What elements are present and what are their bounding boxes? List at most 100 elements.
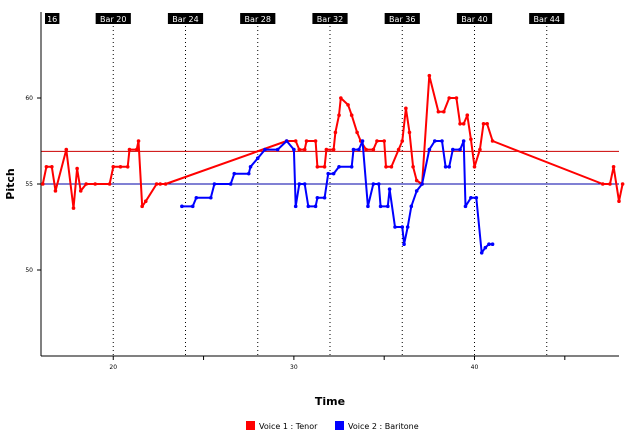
- data-point: [443, 165, 448, 169]
- data-point: [118, 165, 123, 169]
- x-tick-label: 20: [109, 364, 117, 371]
- data-point: [154, 182, 159, 186]
- bar-marker-label: Bar 44: [534, 15, 560, 24]
- data-point: [432, 139, 437, 143]
- data-point: [375, 139, 379, 143]
- data-point: [158, 182, 163, 186]
- bar-markers: 16 Bar 20 Bar 24 Bar 28 Bar 32 Bar 36 Bar 40 Ba…: [45, 13, 565, 356]
- bar-marker-label-bg: [240, 13, 276, 24]
- bar-marker-label: Bar 20: [100, 15, 126, 24]
- bar-marker-label: 16: [47, 15, 57, 24]
- data-point: [465, 113, 470, 117]
- data-point: [414, 189, 419, 193]
- data-point: [461, 139, 466, 143]
- data-point: [208, 195, 213, 200]
- series-layer: [41, 73, 625, 255]
- bar-marker-label: Bar 24: [172, 15, 198, 24]
- bar-marker-label-bg: [167, 13, 204, 24]
- data-point: [404, 106, 408, 111]
- data-point: [246, 171, 251, 176]
- data-point: [228, 182, 233, 186]
- series-line: [41, 74, 624, 210]
- y-tick-label: 55: [25, 181, 33, 188]
- data-point: [447, 96, 452, 100]
- series-2: [180, 139, 495, 255]
- data-point: [376, 182, 381, 186]
- data-point: [371, 147, 376, 152]
- data-point: [405, 225, 410, 229]
- data-point: [458, 147, 462, 152]
- data-point: [93, 182, 97, 186]
- data-point: [349, 165, 354, 169]
- data-point: [451, 147, 455, 152]
- data-point: [304, 139, 309, 143]
- data-point: [297, 147, 302, 152]
- bar-marker-label: Bar 28: [245, 15, 271, 24]
- data-point: [360, 139, 365, 143]
- data-point: [371, 182, 376, 186]
- data-point: [297, 182, 302, 186]
- data-point: [420, 182, 424, 186]
- data-point: [232, 171, 237, 176]
- data-point: [322, 195, 327, 200]
- data-point: [331, 171, 336, 176]
- data-point: [414, 178, 419, 183]
- data-point: [302, 147, 307, 152]
- bar-marker-label-bg: [384, 13, 420, 24]
- data-point: [478, 147, 482, 152]
- data-point: [469, 137, 473, 142]
- series-line: [181, 140, 493, 254]
- data-point: [378, 204, 383, 209]
- data-point: [315, 195, 320, 200]
- data-point: [337, 165, 341, 169]
- data-point: [386, 204, 390, 209]
- data-point: [180, 204, 184, 209]
- data-point: [487, 242, 491, 246]
- data-point: [313, 204, 318, 209]
- bar-marker-label-bg: [95, 13, 131, 24]
- data-point: [436, 109, 441, 114]
- data-point: [143, 199, 148, 203]
- data-point: [483, 245, 488, 250]
- data-point: [333, 130, 338, 135]
- data-point: [447, 165, 452, 169]
- series-1: [41, 73, 625, 210]
- data-point: [400, 225, 405, 229]
- bar-marker-label-bg: [529, 13, 565, 24]
- data-point: [71, 206, 76, 210]
- reference-lines: [41, 150, 619, 185]
- data-point: [387, 187, 392, 191]
- data-point: [315, 165, 320, 169]
- data-point: [107, 182, 112, 186]
- data-point: [322, 165, 327, 169]
- legend: Voice 1 : Tenor Voice 2 : Baritone: [246, 421, 419, 431]
- data-point: [255, 156, 260, 160]
- data-point: [479, 251, 484, 255]
- data-point: [396, 147, 401, 152]
- data-point: [393, 225, 397, 229]
- legend-swatch: [246, 421, 255, 430]
- x-tick-label: 40: [471, 364, 479, 371]
- data-point: [427, 147, 432, 152]
- data-point: [389, 165, 394, 169]
- data-point: [194, 195, 199, 200]
- data-point: [440, 139, 444, 143]
- legend-label: Voice 2 : Baritone: [348, 422, 419, 431]
- bar-marker-label: Bar 36: [389, 15, 415, 24]
- bar-marker-label: Bar 40: [461, 15, 487, 24]
- data-point: [263, 147, 267, 152]
- data-point: [275, 147, 280, 152]
- x-axis-title: Time: [315, 395, 345, 408]
- data-point: [125, 165, 130, 169]
- data-point: [384, 165, 388, 169]
- data-point: [284, 139, 289, 143]
- data-point: [481, 122, 486, 126]
- data-point: [461, 122, 466, 126]
- data-point: [454, 96, 459, 100]
- data-point: [620, 182, 625, 186]
- data-point: [50, 165, 54, 169]
- data-point: [617, 199, 621, 203]
- data-point: [469, 195, 473, 200]
- data-point: [313, 139, 318, 143]
